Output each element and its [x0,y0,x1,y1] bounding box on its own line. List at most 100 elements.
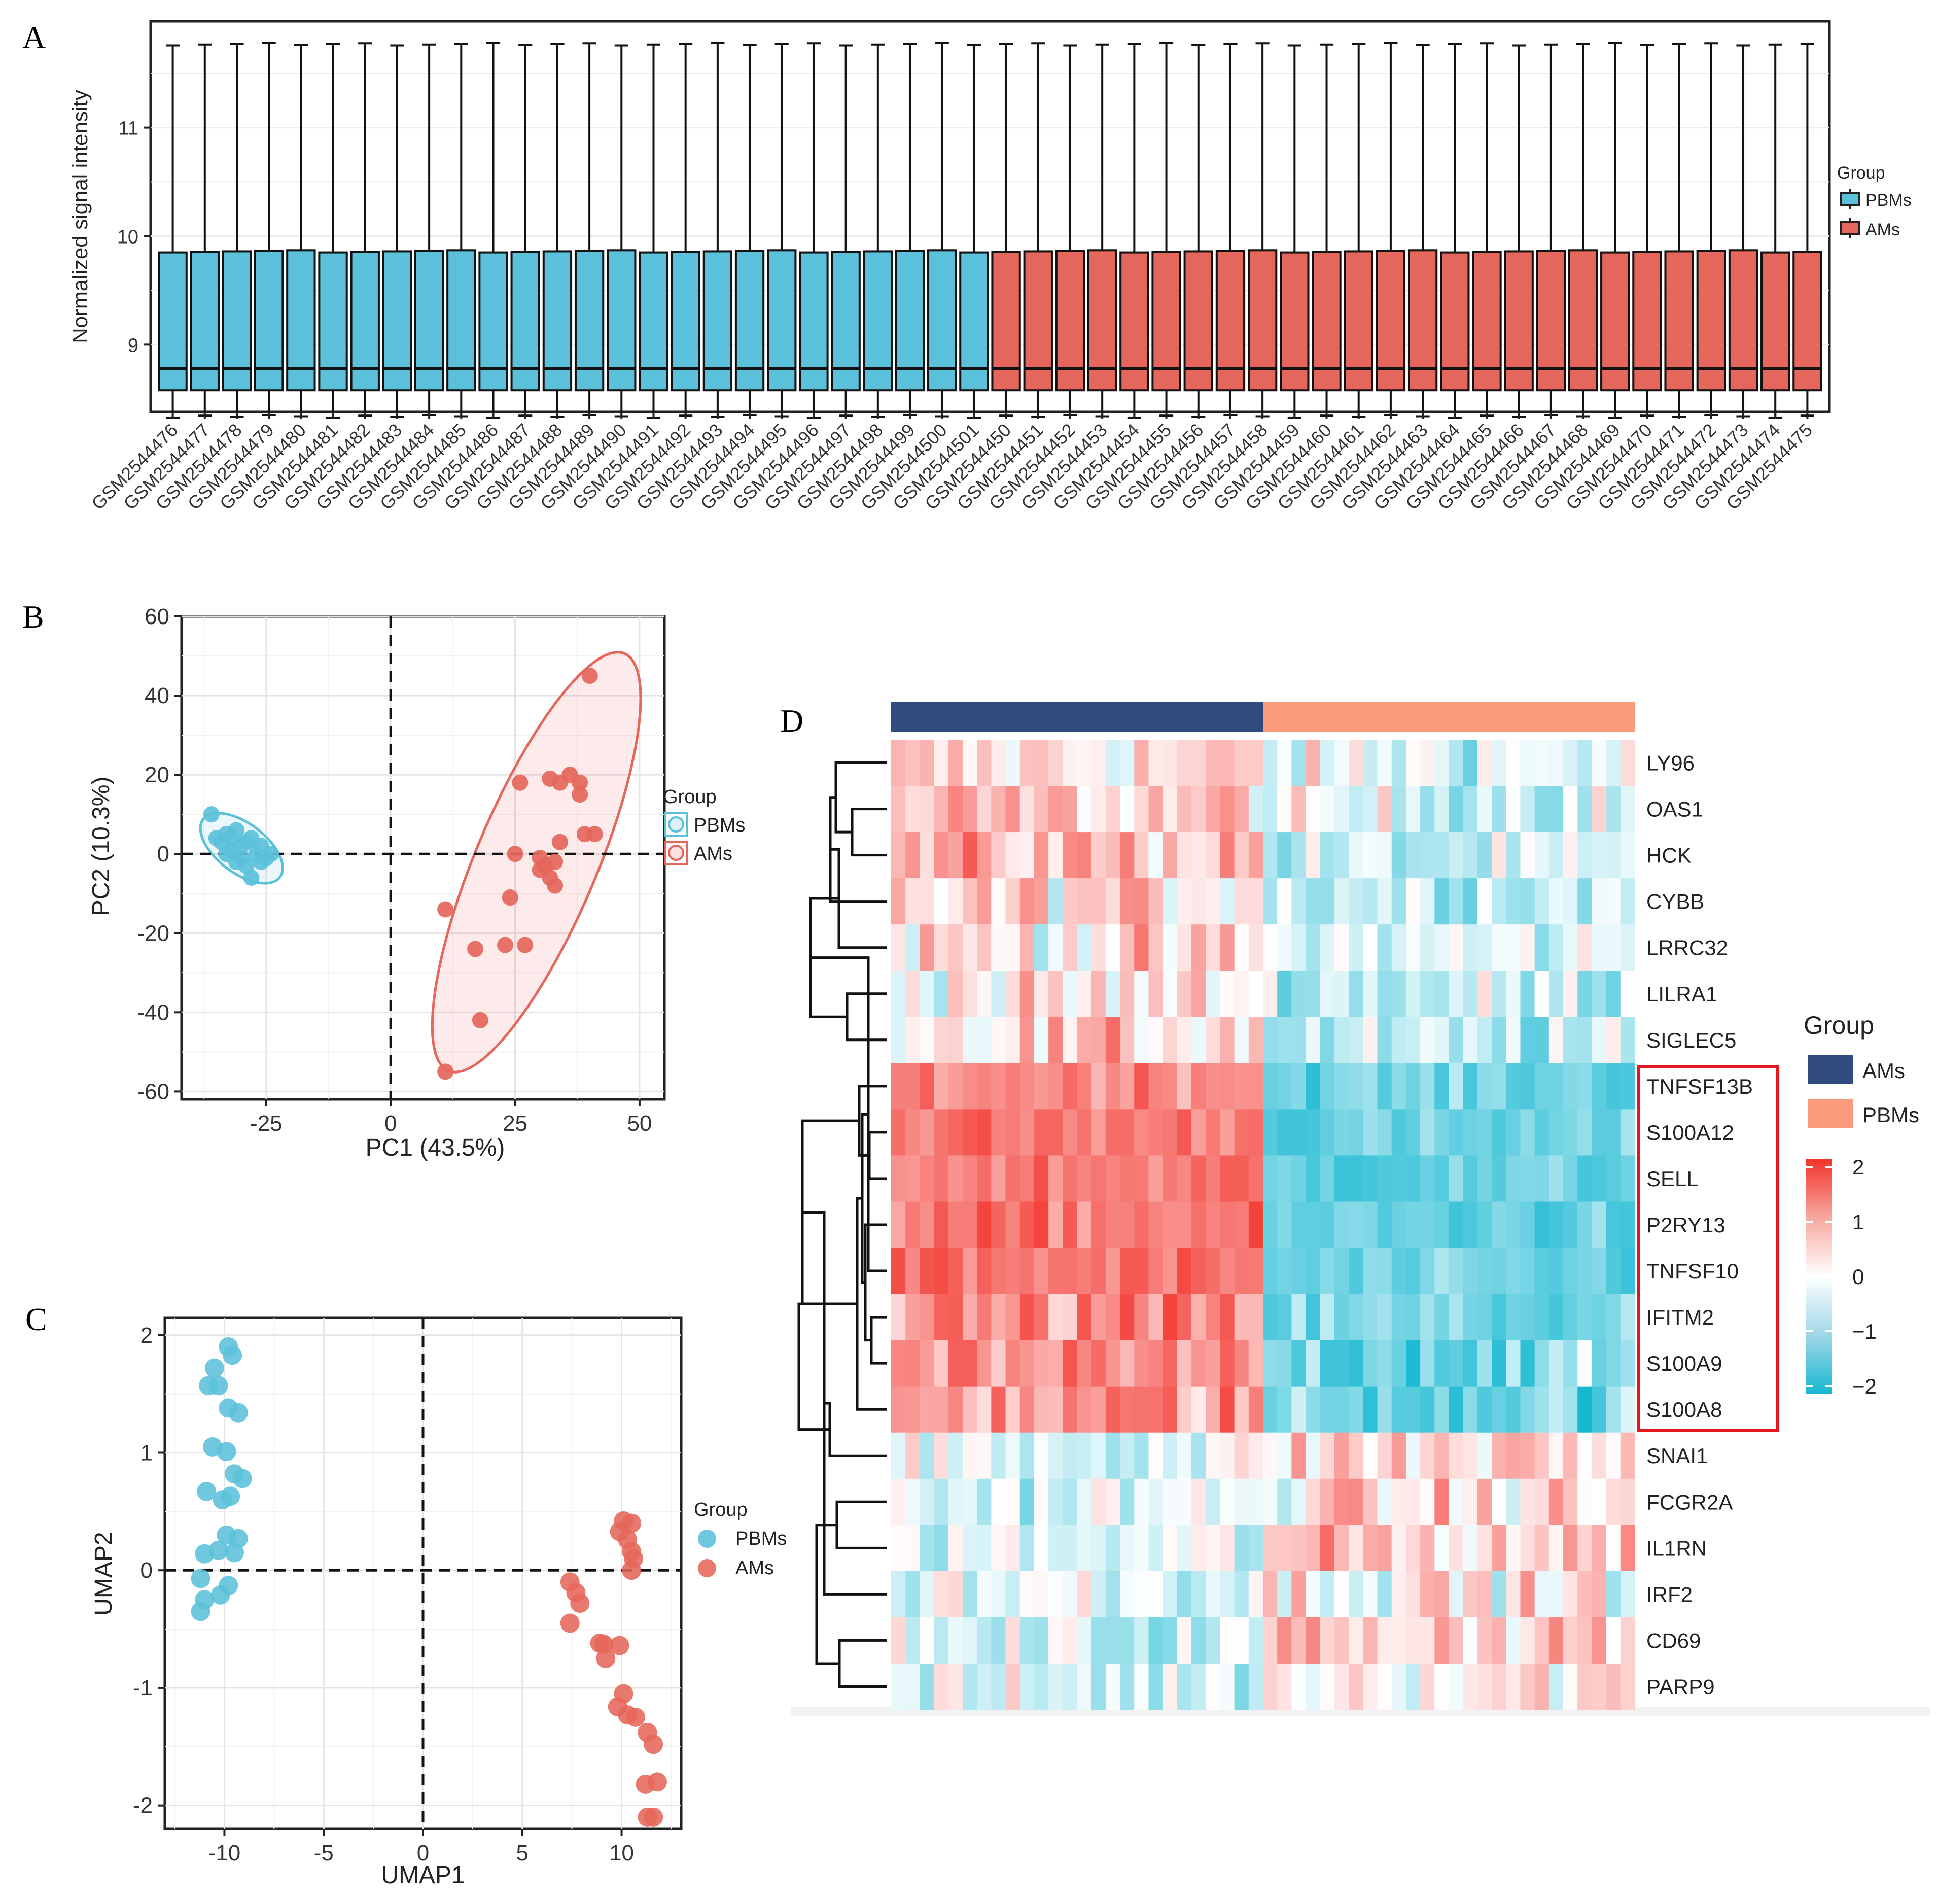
heatmap-cell [977,1571,992,1618]
heatmap-cell [1548,878,1564,925]
heatmap-cell [920,1386,935,1433]
heatmap-cell [1148,1109,1164,1156]
heatmap-cell [1134,1571,1149,1618]
heatmap-cell [1048,1063,1063,1110]
heatmap-cell [1492,1201,1506,1249]
heatmap-cell [1405,1386,1421,1433]
heatmap-cell [1349,1432,1363,1479]
x-tick-label: 25 [503,1111,527,1136]
heatmap-cell [1163,1571,1178,1618]
heatmap-cell [1548,740,1564,786]
heatmap-cell [1177,1248,1192,1295]
heatmap-cell [1492,1386,1506,1433]
legend-swatch-ams [698,1559,716,1577]
heatmap-cell [977,1617,992,1664]
heatmap-cell [1120,1017,1135,1063]
heatmap-cell [1248,832,1263,879]
heatmap-cell [1220,1663,1235,1710]
heatmap-cell [1548,1340,1564,1387]
heatmap-cell [1220,1063,1235,1110]
heatmap-cell [1449,1663,1464,1710]
heatmap-cell [920,1525,935,1572]
legend-item-pbms: PBMs [698,1528,787,1549]
point-ams [622,1561,642,1580]
heatmap-cell [1234,1478,1249,1526]
heatmap-cell [1477,878,1492,925]
heatmap-cell [1019,832,1035,879]
heatmap-cell [1377,1617,1392,1664]
point-pbms [225,1543,244,1563]
heatmap-cell [1277,1525,1292,1572]
heatmap-cell [1449,832,1464,879]
heatmap-cell [1234,1017,1249,1063]
heatmap-cell [1220,1201,1235,1249]
legend-swatch-pbms [1808,1099,1853,1128]
heatmap-cell [1134,1663,1149,1710]
heatmap-cell [1320,924,1335,971]
heatmap-cell [1606,1017,1621,1063]
heatmap-cell [1420,740,1435,786]
heatmap-cell [1191,1294,1206,1341]
heatmap-cell [1477,1063,1492,1110]
heatmap-cell [1320,1478,1335,1526]
box-GSM2544479 [254,42,284,416]
heatmap-cell [1263,1663,1278,1710]
heatmap-cell [1377,878,1392,925]
heatmap-cell [1234,1571,1249,1618]
heatmap-cell [1206,1063,1221,1110]
heatmap-cell [1291,971,1307,1017]
heatmap-cell [1334,1248,1349,1295]
heatmap-cell [1434,1432,1450,1479]
heatmap-cell [948,1294,963,1341]
heatmap-cell [1077,786,1092,833]
heatmap-cell [1577,1201,1593,1249]
heatmap-cell [905,832,920,879]
heatmap-cell [1206,971,1221,1017]
heatmap-cell [1320,1432,1335,1479]
heatmap-cell [1148,1432,1164,1479]
color-scale-ticks: 2 1 0 −1 −2 [1806,1155,1877,1398]
heatmap-cell [1177,1571,1192,1618]
heatmap-cell [1163,1201,1178,1249]
heatmap-cell [1349,1017,1363,1063]
heatmap-cell [1005,1155,1020,1202]
heatmap-cell [1377,832,1392,879]
heatmap-cell [920,1109,935,1156]
heatmap-cell [1334,1201,1349,1249]
heatmap-cell [1334,1478,1349,1526]
heatmap-cell [1005,832,1020,879]
heatmap-cell [1163,1063,1178,1110]
heatmap-cell [962,1617,977,1664]
heatmap-cell [948,1201,963,1249]
heatmap-cell [1548,1017,1564,1063]
heatmap-cell [891,1478,906,1526]
box-GSM2544482 [350,42,380,417]
heatmap-cell [1063,1478,1078,1526]
heatmap-cell [1077,878,1092,925]
heatmap-cell [1534,1109,1549,1156]
heatmap-cell [1120,1109,1135,1156]
heatmap-cell [1206,1201,1221,1249]
heatmap-cell [1606,740,1621,786]
heatmap-cell [920,1663,935,1710]
heatmap-cell [1291,1294,1307,1341]
box-GSM2544481 [318,43,348,419]
heatmap-cell [1191,832,1206,879]
heatmap-cell [977,1386,992,1433]
box-GSM2544476 [158,44,188,419]
heatmap-cell [1477,832,1492,879]
heatmap-cell [1091,1386,1106,1433]
point-ams [437,1063,454,1080]
heatmap-cell [1134,1109,1149,1156]
heatmap-cell [905,786,920,833]
legend-item-pbms: PBMs [1840,189,1912,210]
panel-c-gridlines [165,1318,681,1829]
heatmap-cell [1191,1663,1206,1710]
heatmap-cell [1534,1294,1549,1341]
heatmap-cell [1420,1386,1435,1433]
box-GSM2544497 [831,44,861,417]
box-GSM2544498 [863,43,893,418]
heatmap-cell [1534,1478,1549,1526]
box-GSM2544462 [1376,42,1406,416]
heatmap-cell [891,1571,906,1618]
